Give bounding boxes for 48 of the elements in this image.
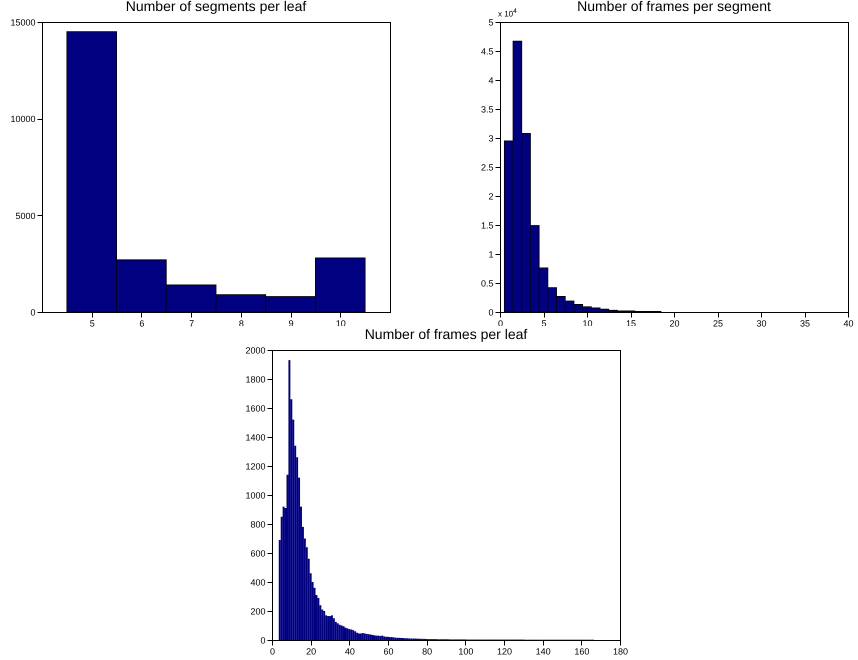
x-tick-label: 20 [306,646,316,656]
y-tick-label: 1.5 [480,220,494,230]
y-tick-label: 15000 [10,18,36,28]
y-tick-label: 3 [488,134,494,144]
y-tick-label: 0 [260,636,266,646]
y-tick-label: 3.5 [480,104,494,114]
y-tick-label: 2000 [245,346,266,356]
y-tick-label: 0 [30,308,36,318]
y-tick-label: 5000 [15,210,36,221]
x-tick-label: 0 [270,646,276,656]
y-tick-label: 800 [250,520,266,530]
y-tick-label: 1200 [245,462,266,472]
y-tick-label: 4 [488,76,494,86]
y-tick-label: 1400 [245,432,266,442]
x-tick-label: 20 [669,318,680,328]
chart-title: Number of frames per leaf [364,326,528,342]
y-tick-label: 400 [250,578,266,588]
y-tick-label: 200 [250,606,266,616]
y-tick-label: 2.5 [480,162,494,172]
x-tick-label: 180 [612,646,628,656]
y-tick-label: 0 [488,308,494,318]
y-tick-label: 0.5 [480,278,494,288]
y-tick-label: 1 [488,250,494,260]
x-tick-label: 7 [189,318,194,328]
y-tick-label: 1600 [245,404,266,414]
x-tick-label: 25 [712,318,724,328]
chart-title: Number of segments per leaf [126,0,306,14]
y-tick-label: 10000 [10,114,36,124]
text: x 10$^{4}$ [498,8,517,19]
x-tick-label: 120 [496,646,512,656]
y-tick-label: 5 [488,18,494,28]
y-tick-label: 2 [488,192,494,202]
x-tick-label: 80 [422,646,432,656]
x-tick-label: 30 [756,318,767,328]
chart-title: Number of frames per segment [577,0,771,14]
x-tick-label: 40 [344,646,355,656]
x-tick-label: 35 [800,318,810,328]
y-tick-label: 1800 [245,374,266,384]
x-tick-label: 40 [843,318,854,328]
y-tick-label: 600 [250,548,266,558]
x-tick-label: 140 [536,646,551,656]
x-tick-label: 100 [458,646,474,656]
x-tick-label: 5 [90,318,95,328]
y-tick-label: 4.5 [480,46,494,56]
x-tick-label: 6 [139,318,144,328]
x-tick-label: 60 [383,646,394,656]
y-tick-label: 1000 [245,490,266,500]
x-tick-label: 160 [574,646,590,656]
